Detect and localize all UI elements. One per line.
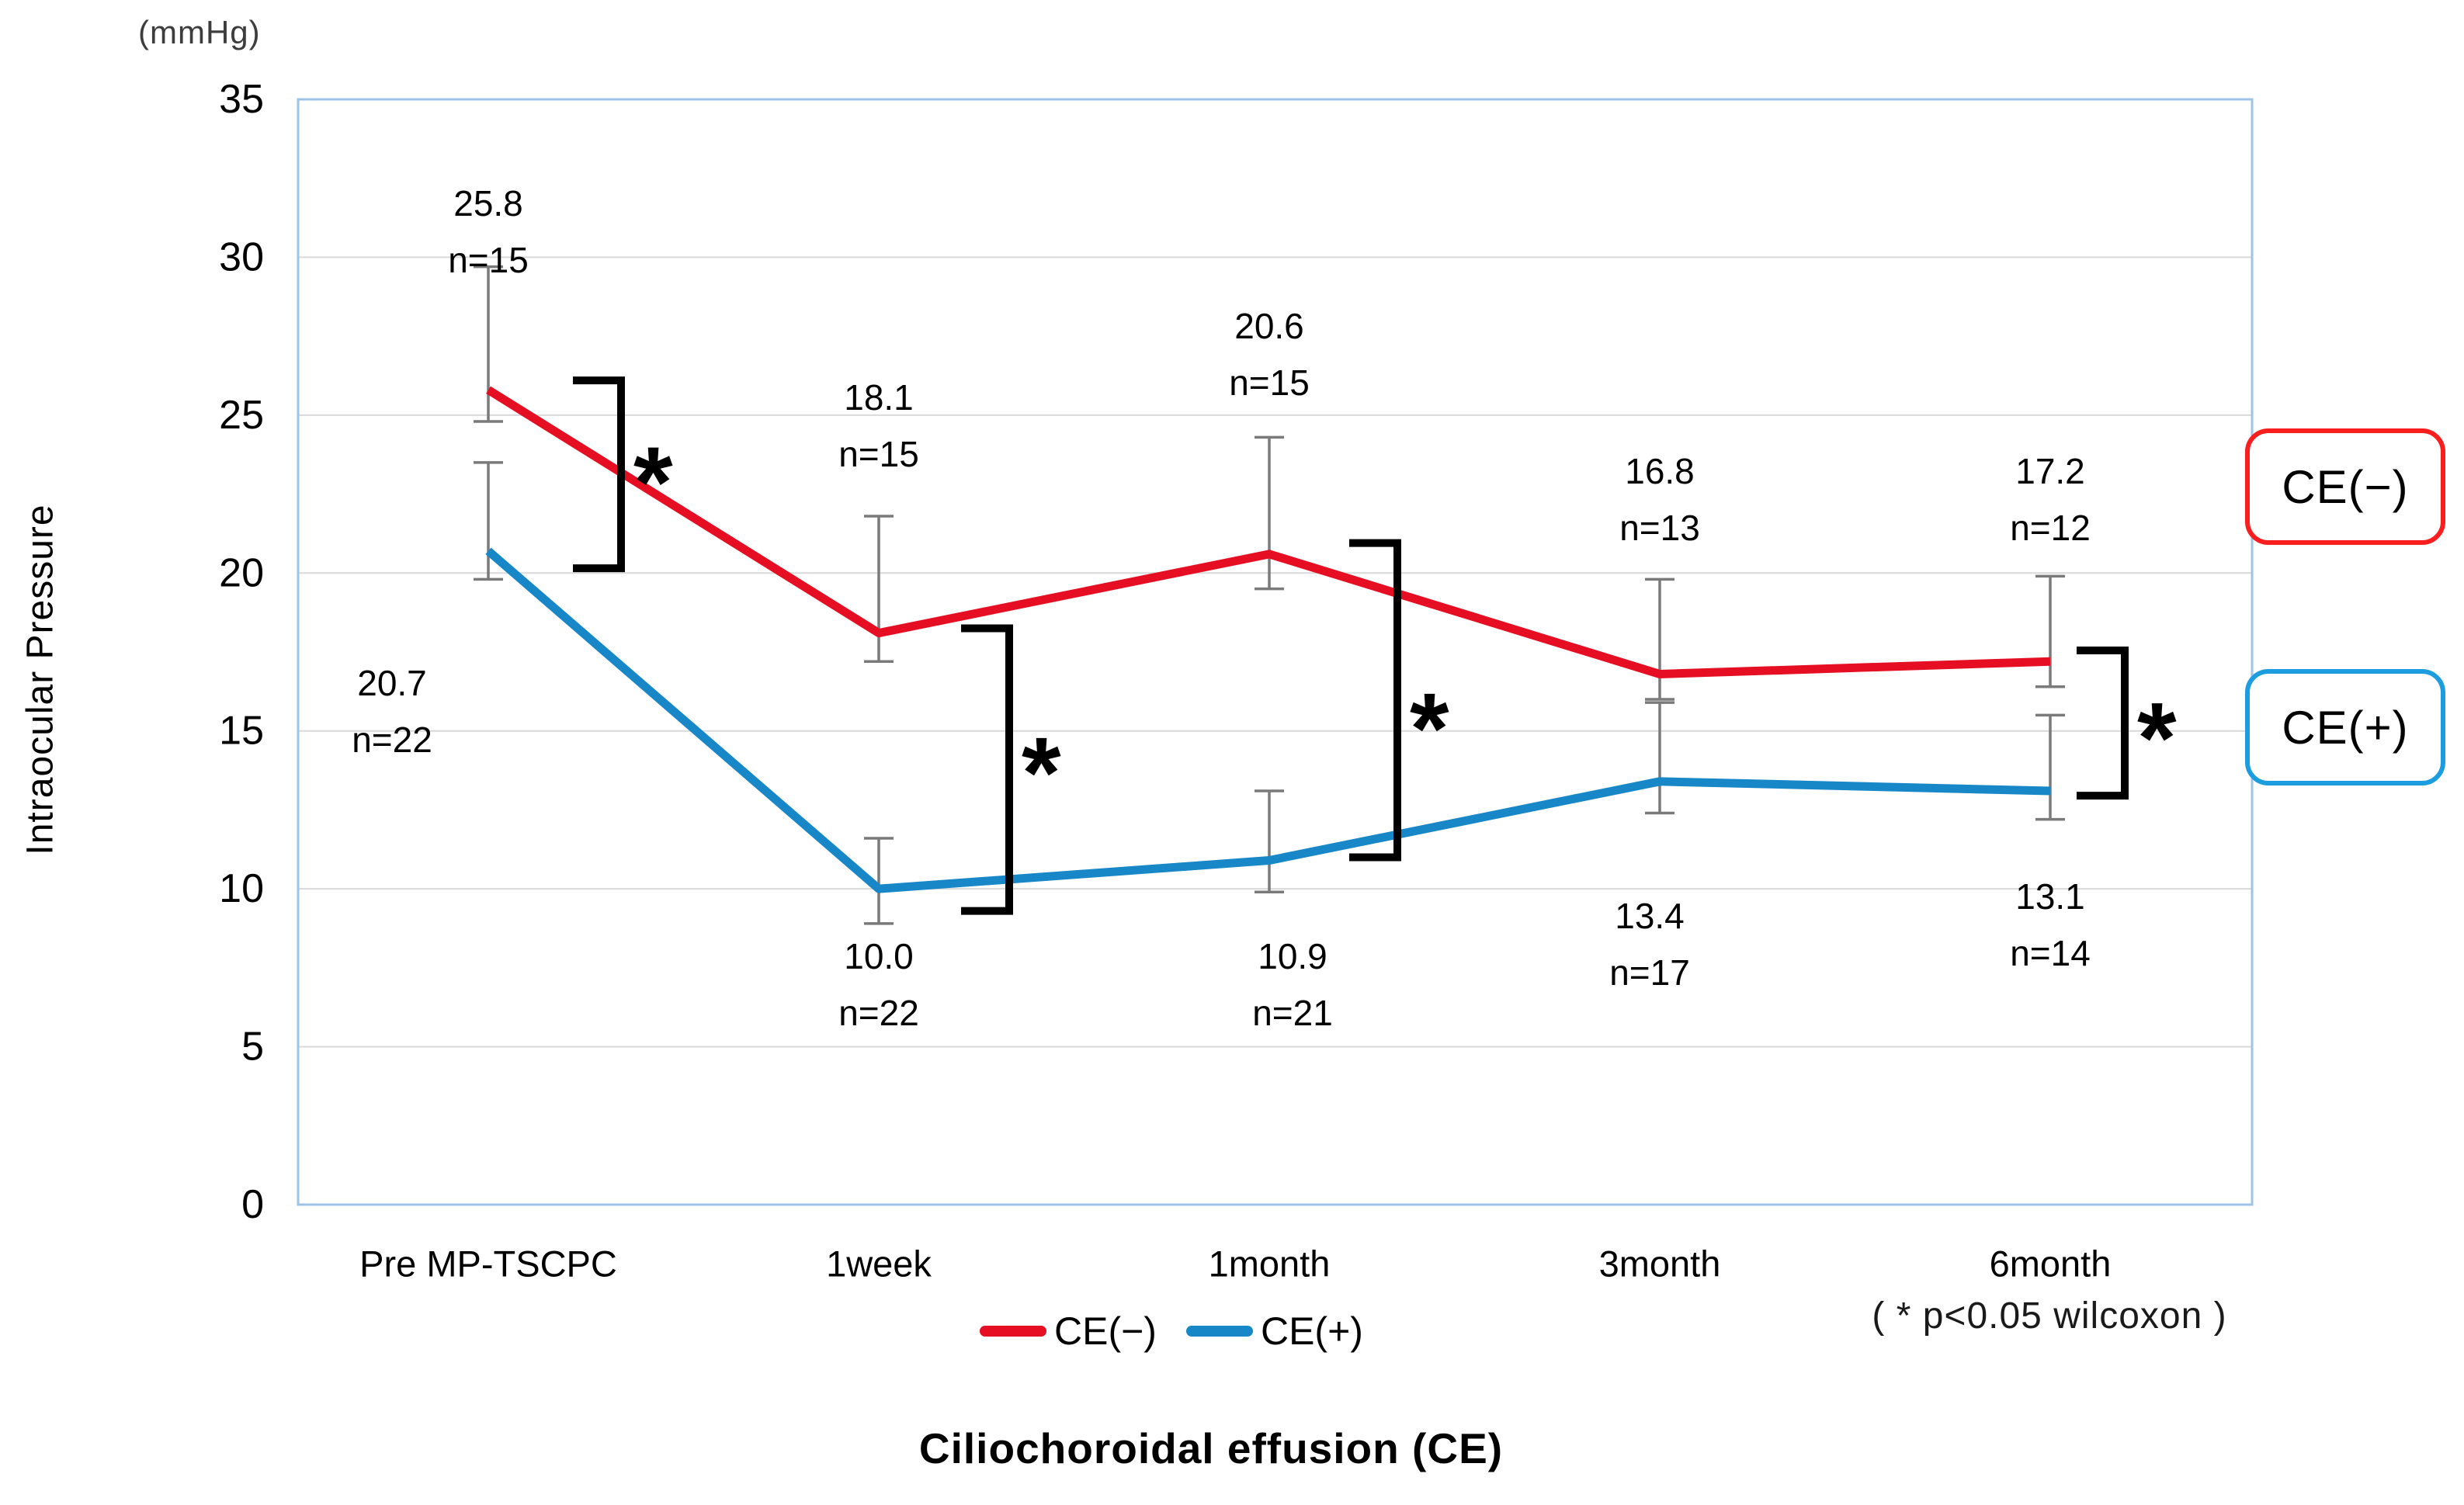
data-label-n: n=15 [1229, 362, 1310, 403]
data-label-n: n=22 [352, 720, 432, 760]
y-tick-label: 20 [219, 550, 264, 595]
data-label-n: n=15 [448, 240, 529, 280]
data-label-value: 25.8 [453, 183, 523, 224]
data-label-value: 10.9 [1258, 936, 1327, 976]
bottom-legend-ce-minus-label: CE(−) [1054, 1309, 1157, 1353]
data-label-value: 20.6 [1234, 306, 1304, 346]
data-label-value: 18.1 [844, 377, 914, 418]
significance-asterisk: * [633, 425, 673, 539]
data-label-n: n=14 [2010, 933, 2091, 973]
data-label-value: 20.7 [357, 663, 427, 703]
y-tick-label: 0 [241, 1182, 264, 1227]
significance-bracket [961, 624, 1013, 915]
series-line-ce-minus [486, 386, 2051, 678]
x-tick-label: 6month [1990, 1243, 2112, 1285]
bottom-legend-item-ce-minus: CE(−) [980, 1309, 1157, 1354]
data-label-value: 13.1 [2015, 876, 2085, 917]
data-label-value: 17.2 [2015, 451, 2085, 491]
y-axis-units-label: (mmHg) [138, 14, 261, 50]
y-tick-label: 15 [219, 709, 264, 754]
significance-asterisk: * [1410, 671, 1449, 785]
y-tick-label: 25 [219, 393, 264, 438]
x-tick-label: Pre MP-TSCPC [359, 1243, 617, 1285]
y-tick-label: 35 [219, 77, 264, 122]
significance-footnote: ( * p<0.05 wilcoxon ) [1872, 1295, 2227, 1337]
data-label-value: 10.0 [844, 936, 914, 976]
x-tick-label: 3month [1599, 1243, 1721, 1285]
data-label-n: n=21 [1252, 993, 1333, 1033]
data-label-value: 16.8 [1625, 451, 1695, 491]
significance-bracket [1349, 539, 1401, 862]
bottom-legend: CE(−) CE(+) [980, 1309, 1363, 1354]
y-axis-title: Intraocular Pressure [19, 504, 61, 855]
x-tick-label: 1month [1209, 1243, 1331, 1285]
significance-asterisk: * [2137, 681, 2177, 795]
plot-border [297, 98, 2254, 1206]
data-label-n: n=15 [838, 434, 919, 474]
ce-minus-line-swatch-icon [980, 1326, 1046, 1337]
x-tick-label: 1week [826, 1243, 932, 1285]
ce-plus-line-swatch-icon [1185, 1326, 1253, 1337]
data-label-n: n=17 [1609, 952, 1690, 993]
legend-box-ce-plus: CE(+) [2245, 669, 2445, 785]
legend-box-ce-plus-label: CE(+) [2282, 701, 2409, 754]
series-line-ce-plus [485, 547, 2051, 893]
x-axis-title: Ciliochoroidal effusion (CE) [918, 1424, 1504, 1472]
y-tick-label: 10 [219, 866, 264, 911]
legend-box-ce-minus-label: CE(−) [2282, 460, 2409, 513]
legend-box-ce-minus: CE(−) [2245, 428, 2445, 545]
data-label-value: 13.4 [1615, 896, 1685, 936]
y-tick-label: 5 [241, 1025, 264, 1070]
significance-bracket [2077, 646, 2129, 800]
data-label-n: n=13 [1619, 508, 1700, 548]
bottom-legend-ce-plus-label: CE(+) [1260, 1309, 1363, 1353]
y-tick-label: 30 [219, 234, 264, 279]
bottom-legend-item-ce-plus: CE(+) [1185, 1309, 1363, 1354]
data-label-n: n=22 [838, 993, 919, 1033]
data-label-n: n=12 [2010, 508, 2091, 548]
significance-asterisk: * [1022, 716, 1061, 829]
significance-bracket [573, 376, 625, 573]
